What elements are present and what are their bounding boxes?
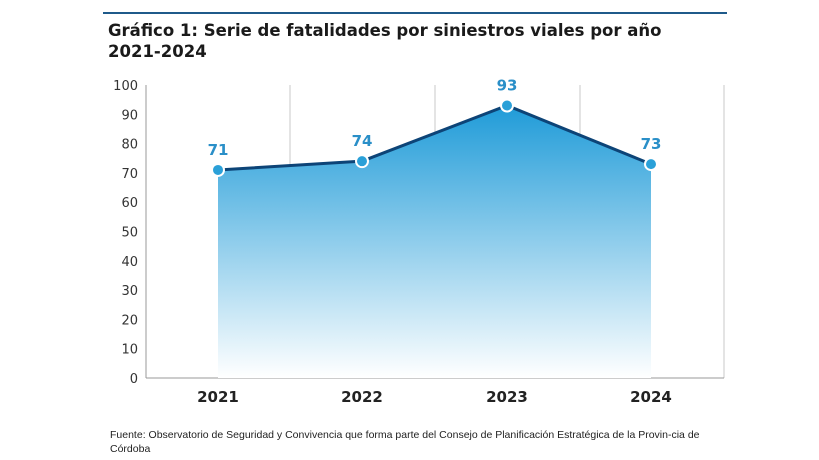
source-note: Fuente: Observatorio de Seguridad y Conv… <box>110 429 700 455</box>
data-point <box>644 157 658 172</box>
y-tick-label: 40 <box>121 255 138 270</box>
y-tick-label: 70 <box>121 167 138 182</box>
data-label: 71 <box>208 141 229 159</box>
y-tick-label: 80 <box>121 138 138 153</box>
y-tick-label: 10 <box>121 343 138 358</box>
series-line <box>217 104 652 172</box>
series-area <box>218 105 651 378</box>
x-tick-label: 2024 <box>630 388 672 406</box>
data-point <box>500 98 514 113</box>
y-tick-label: 20 <box>121 313 138 328</box>
chart-title: Gráfico 1: Serie de fatalidades por sini… <box>108 21 662 61</box>
data-label: 73 <box>641 135 662 153</box>
y-tick-label: 60 <box>121 196 138 211</box>
x-tick-label: 2023 <box>486 388 528 406</box>
y-tick-label: 100 <box>113 79 138 94</box>
y-tick-label: 0 <box>130 372 138 387</box>
data-point <box>211 162 225 177</box>
y-tick-label: 30 <box>121 284 138 299</box>
top-rule <box>103 12 727 14</box>
y-tick-label: 90 <box>121 108 138 123</box>
y-tick-label: 50 <box>121 226 138 241</box>
x-tick-label: 2021 <box>197 388 239 406</box>
data-label: 74 <box>352 132 373 150</box>
data-label: 93 <box>497 77 518 95</box>
data-point <box>355 154 369 169</box>
x-tick-label: 2022 <box>341 388 383 406</box>
